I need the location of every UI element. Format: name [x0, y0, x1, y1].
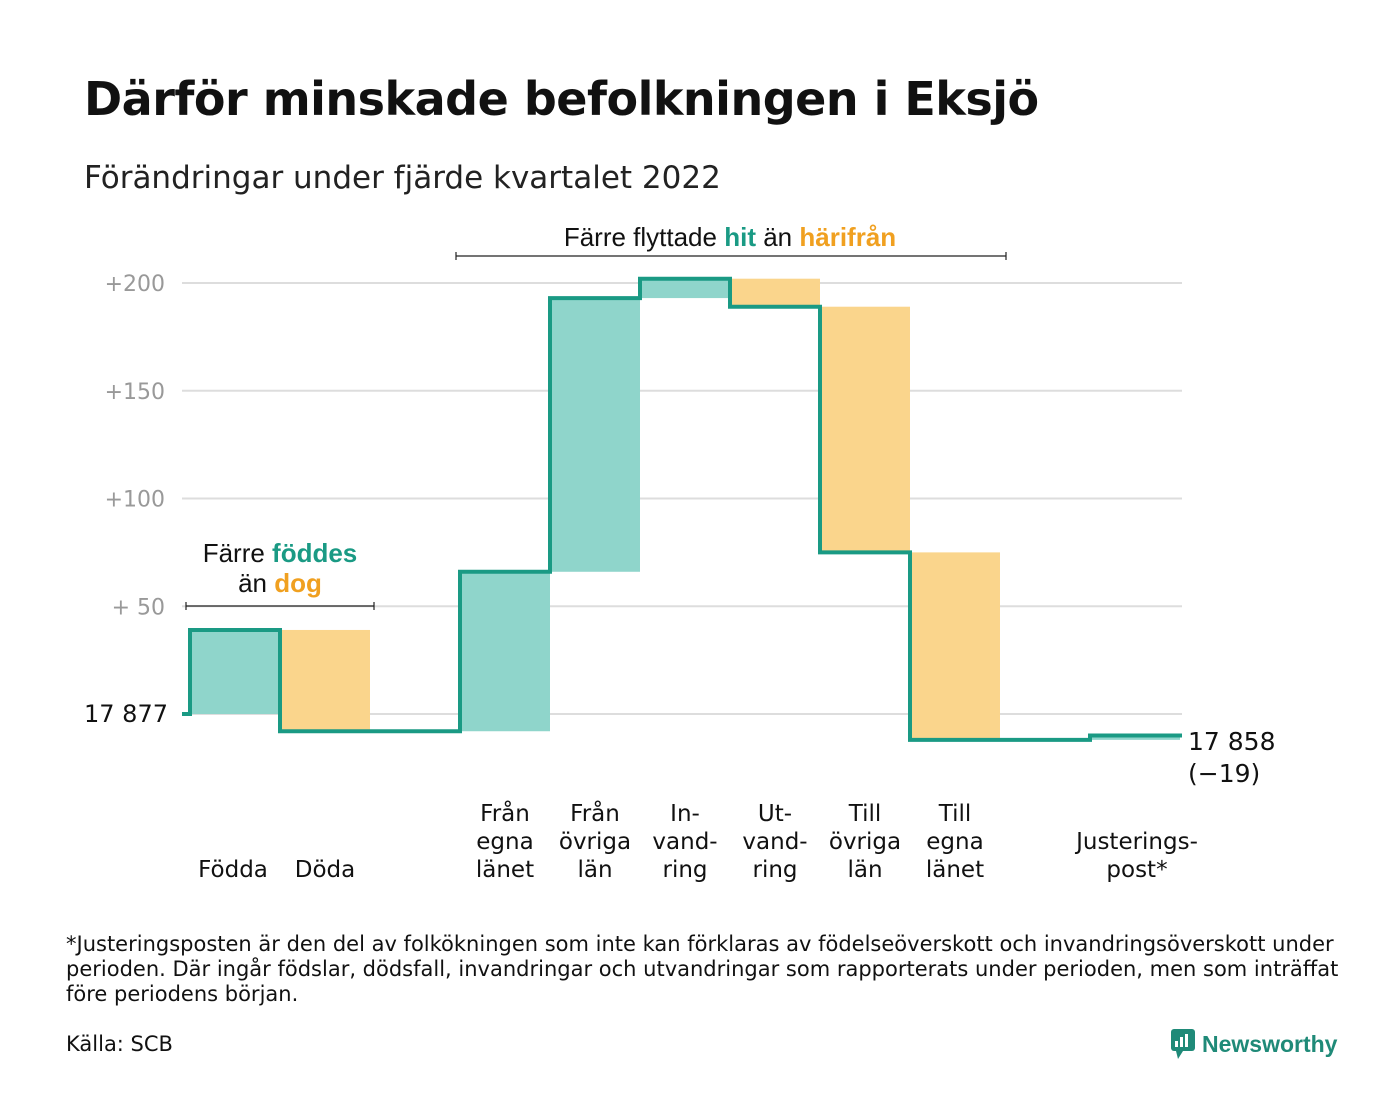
category-label: länet — [476, 857, 534, 883]
step-line-group — [182, 276, 1182, 742]
bar — [640, 278, 730, 299]
category-label: egna — [926, 829, 983, 855]
category-label: vand- — [742, 829, 807, 855]
category-label: länet — [926, 857, 984, 883]
end-value-label: 17 858 — [1188, 727, 1275, 756]
annotation-moves: Färre flyttade hit än härifrån — [564, 222, 896, 252]
bar — [910, 552, 1000, 740]
annotation-text: hit — [724, 222, 756, 252]
category-label: Från — [570, 799, 620, 827]
end-change-label: (−19) — [1188, 759, 1260, 788]
category-label: Till — [938, 801, 972, 827]
annotation-text: än — [756, 222, 799, 252]
brand-logo: Newsworthy — [1170, 1026, 1337, 1062]
annotation-text: än — [238, 568, 274, 598]
annotation-births-line2: än dog — [238, 568, 322, 598]
y-tick-label: + 50 — [112, 595, 165, 620]
annotation-text: föddes — [272, 538, 357, 568]
category-label: Från — [480, 799, 530, 827]
y-tick-label: +100 — [105, 488, 165, 513]
category-label: övriga — [559, 829, 631, 855]
category-label: Födda — [198, 857, 268, 883]
category-label: ring — [662, 857, 707, 883]
bar — [550, 298, 640, 572]
category-label: län — [847, 857, 882, 883]
bar — [820, 306, 910, 553]
category-label: Justerings- — [1074, 829, 1198, 855]
step-line — [182, 276, 1182, 742]
category-label: In- — [670, 801, 700, 827]
category-label: Ut- — [758, 801, 792, 827]
category-label: vand- — [652, 829, 717, 855]
bar — [190, 629, 280, 714]
annotation-text: Färre — [203, 538, 272, 568]
y-tick-label: +150 — [105, 380, 165, 405]
bar — [730, 278, 820, 307]
annotation-births-line1: Färre föddes — [203, 538, 358, 568]
annotation-text: härifrån — [799, 222, 896, 252]
bar — [460, 571, 550, 732]
bar — [280, 629, 370, 732]
category-label: län — [577, 857, 612, 883]
y-tick-label: +200 — [105, 272, 165, 297]
category-label: post* — [1106, 857, 1167, 883]
annotation-text: Färre flyttade — [564, 222, 724, 252]
bar — [1090, 735, 1180, 740]
chart-title: Därför minskade befolkningen i Eksjö — [84, 72, 1039, 126]
category-label: övriga — [829, 829, 901, 855]
start-value-label: 17 877 — [84, 700, 168, 728]
source-text: Källa: SCB — [66, 1032, 173, 1056]
category-label: ring — [752, 857, 797, 883]
bars — [190, 278, 1180, 740]
category-label: Till — [848, 801, 882, 827]
footnote: *Justeringsposten är den del av folkökni… — [66, 932, 1339, 1006]
annotation-text: dog — [274, 568, 322, 598]
category-label: egna — [476, 829, 533, 855]
brand-name: Newsworthy — [1202, 1030, 1338, 1057]
newsworthy-logo-icon — [1171, 1029, 1195, 1059]
chart-subtitle: Förändringar under fjärde kvartalet 2022 — [84, 160, 721, 196]
category-label: Döda — [295, 857, 355, 883]
